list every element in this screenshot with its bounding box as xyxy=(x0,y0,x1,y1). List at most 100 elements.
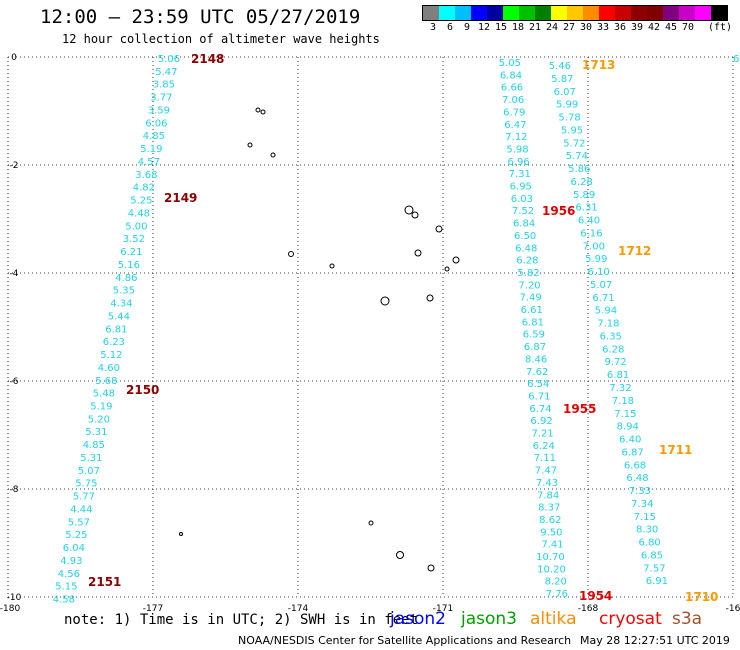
wave-height-value-edge: 6 xyxy=(733,54,739,65)
island-outline xyxy=(270,152,276,158)
wave-height-value: 7.00 xyxy=(583,241,605,252)
wave-height-value: 7.33 xyxy=(629,486,651,497)
legend-label: 30 xyxy=(579,22,593,33)
wave-height-value: 7.57 xyxy=(643,563,665,574)
wave-height-value: 5.98 xyxy=(506,144,528,155)
lat-tick-label: -10 xyxy=(7,593,22,603)
legend-label: 42 xyxy=(647,22,661,33)
pass-time-label: 1710 xyxy=(685,590,718,604)
wave-height-value: 7.52 xyxy=(512,206,534,217)
wave-height-value: 6.50 xyxy=(514,231,536,242)
legend-swatch xyxy=(695,6,711,20)
island-outline xyxy=(426,294,434,302)
wave-height-value: 5.25 xyxy=(65,530,87,541)
wave-height-value: 5.68 xyxy=(95,376,117,387)
island-outline xyxy=(404,205,414,215)
pass-time-label: 1954 xyxy=(579,589,612,603)
wave-height-value: 6.24 xyxy=(533,441,555,452)
legend-label: 39 xyxy=(630,22,644,33)
pass-time-label: 1713 xyxy=(582,58,615,72)
wave-height-value: 4.34 xyxy=(110,299,132,310)
pass-time-label: 2148 xyxy=(191,52,224,66)
wave-height-value: 7.18 xyxy=(597,319,619,330)
axis-ticks: -180 -177 -174 -171 -168 -16 0 -2 -4 -6 -8 -10 xyxy=(0,53,740,614)
wave-height-value: 8.62 xyxy=(539,515,561,526)
wave-height-value: 6.40 xyxy=(619,435,641,446)
island-outline xyxy=(288,251,294,257)
wave-height-value: 5.48 xyxy=(93,389,115,400)
island-outline xyxy=(380,296,390,306)
wave-height-value: 4.86 xyxy=(115,273,137,284)
wave-height-value: 5.89 xyxy=(573,190,595,201)
wave-height-value: 7.47 xyxy=(535,466,557,477)
legend-swatch xyxy=(599,6,615,20)
footer-credit: NOAA/NESDIS Center for Satellite Applica… xyxy=(238,634,572,647)
wave-height-value: 6.61 xyxy=(521,305,543,316)
note-text: note: 1) Time is in UTC; 2) SWH is in fe… xyxy=(64,612,419,628)
wave-height-value: 6.28 xyxy=(571,177,593,188)
pass-time-label: 2150 xyxy=(126,383,159,397)
lat-tick-label: -6 xyxy=(10,377,19,387)
legend-swatch xyxy=(535,6,551,20)
island-outline xyxy=(179,532,183,536)
wave-height-value: 6.87 xyxy=(621,447,643,458)
wave-height-value: 6.28 xyxy=(516,256,538,267)
legend-swatch xyxy=(455,6,471,20)
island-outline xyxy=(452,256,460,264)
wave-height-value: 5.47 xyxy=(155,67,177,78)
wave-height-value: 3.59 xyxy=(148,105,170,116)
wave-height-value: 6.81 xyxy=(105,324,127,335)
wave-height-value: 7.41 xyxy=(541,540,563,551)
wave-height-value: 5.94 xyxy=(595,306,617,317)
islands xyxy=(179,107,460,572)
wave-height-value: 6.96 xyxy=(507,157,529,168)
legend-label: 45 xyxy=(664,22,678,33)
wave-height-value: 6.74 xyxy=(529,404,551,415)
lon-tick-label: -171 xyxy=(433,604,453,614)
wave-height-value: 6.28 xyxy=(602,344,624,355)
wave-height-value: 6.84 xyxy=(500,70,522,81)
island-outline xyxy=(247,142,253,148)
wave-height-value: 6.35 xyxy=(600,331,622,342)
island-outline xyxy=(329,263,335,269)
lon-tick-label: -177 xyxy=(143,604,163,614)
wave-height-value: 4.85 xyxy=(143,131,165,142)
wave-height-value: 10.70 xyxy=(536,552,565,563)
legend-unit: (ft) xyxy=(708,22,733,33)
wave-height-value: 4.58 xyxy=(53,595,75,606)
wave-height-value: 7.12 xyxy=(505,132,527,143)
wave-height-value: 4.48 xyxy=(128,208,150,219)
legend-swatch xyxy=(631,6,647,20)
wave-height-value: 6.71 xyxy=(592,293,614,304)
legend-swatch xyxy=(567,6,583,20)
legend-swatch xyxy=(551,6,567,20)
island-outline xyxy=(260,109,266,115)
wave-height-value: 5.44 xyxy=(108,311,130,322)
island-outline xyxy=(255,107,261,113)
wave-height-value: 9.72 xyxy=(605,357,627,368)
lon-tick-label: -168 xyxy=(578,604,599,614)
wave-height-value: 6.23 xyxy=(103,337,125,348)
wave-height-value: 7.21 xyxy=(532,429,554,440)
legend-label: 18 xyxy=(511,22,525,33)
wave-height-value: 8.20 xyxy=(545,577,567,588)
footer-timestamp: May 28 12:27:51 UTC 2019 xyxy=(580,634,730,647)
wave-height-value: 6.47 xyxy=(504,120,526,131)
lon-tick-label: -174 xyxy=(288,604,309,614)
legend-label: 33 xyxy=(596,22,610,33)
legend-swatch xyxy=(503,6,519,20)
wave-height-value: 7.20 xyxy=(518,280,540,291)
legend-swatch xyxy=(615,6,631,20)
wave-height-value: 6.04 xyxy=(63,543,85,554)
wave-height-value: 7.06 xyxy=(502,95,524,106)
wave-height-value: 7.18 xyxy=(612,396,634,407)
pass-time-labels: 2148 2149 2150 2151 1956 1955 1954 1713 1712 1711… xyxy=(88,52,718,604)
wave-height-value: 6.71 xyxy=(528,391,550,402)
legend-swatch xyxy=(519,6,535,20)
wave-height-value: 6.59 xyxy=(523,330,545,341)
wave-height-value: 4.44 xyxy=(70,504,92,515)
legend-label: 6 xyxy=(446,22,454,33)
wave-height-value: 4.93 xyxy=(60,556,82,567)
wave-height-value: 6.85 xyxy=(641,550,663,561)
